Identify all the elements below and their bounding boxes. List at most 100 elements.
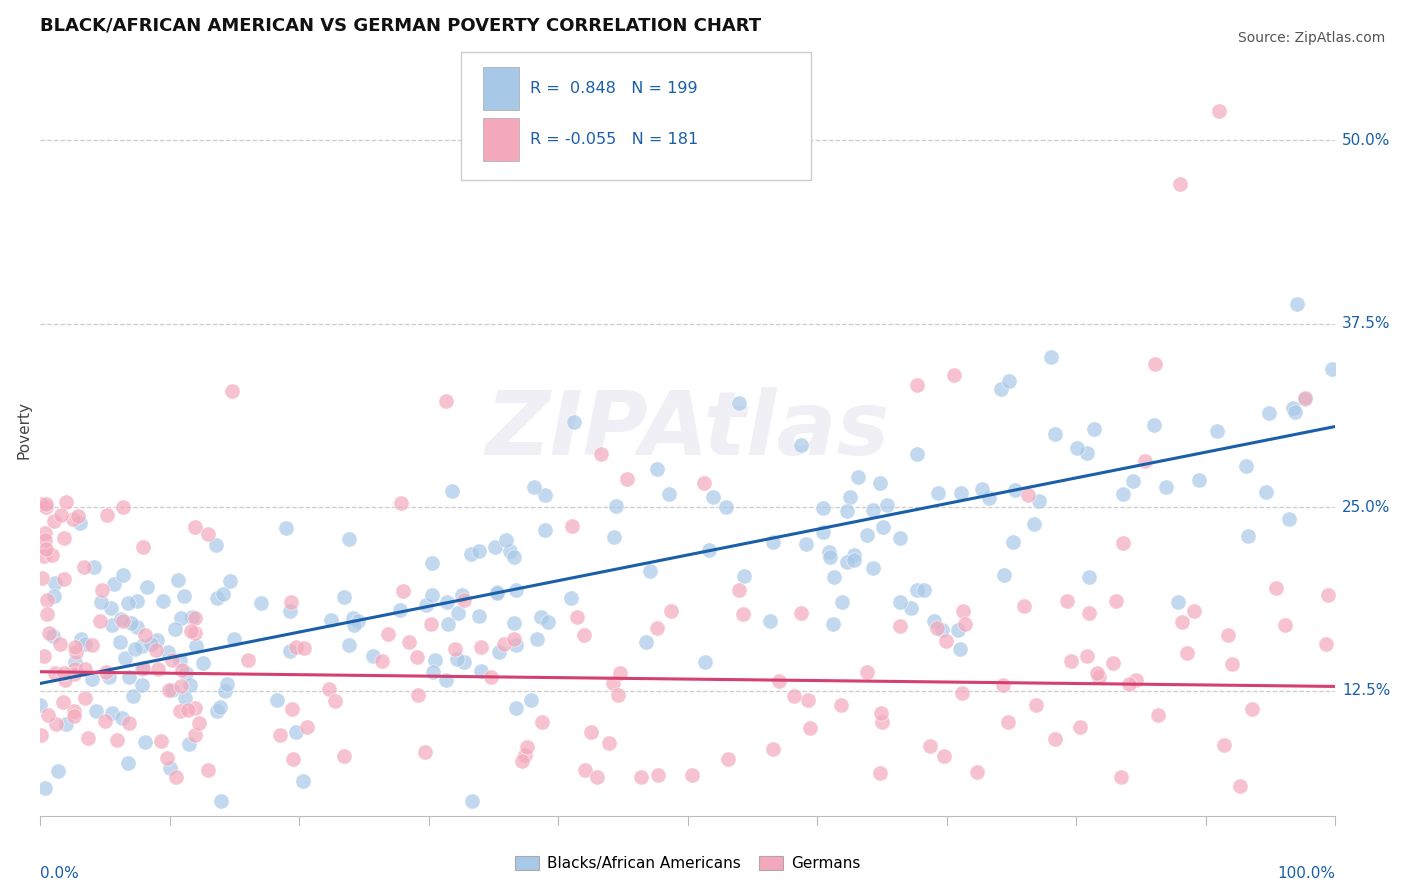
Point	[276, 521, 298, 535]
Point	[55, 495, 77, 509]
Point	[97, 670, 120, 684]
Point	[73, 559, 96, 574]
Point	[602, 676, 624, 690]
Point	[768, 673, 790, 688]
Point	[1076, 446, 1098, 460]
Text: R =  0.848   N = 199: R = 0.848 N = 199	[530, 81, 697, 96]
Point	[530, 609, 553, 624]
Point	[647, 621, 669, 635]
Point	[236, 653, 259, 667]
Point	[337, 532, 360, 546]
Point	[872, 520, 894, 534]
Point	[214, 684, 236, 698]
Point	[132, 541, 155, 555]
Point	[444, 642, 467, 657]
Point	[1083, 422, 1105, 436]
Point	[977, 491, 1000, 505]
Point	[197, 527, 219, 541]
Point	[1220, 657, 1243, 671]
Point	[63, 655, 86, 669]
Point	[42, 589, 65, 603]
Point	[347, 614, 370, 628]
Point	[31, 571, 53, 585]
Point	[280, 594, 302, 608]
Point	[530, 715, 553, 730]
Point	[468, 544, 491, 558]
Point	[1028, 493, 1050, 508]
Point	[91, 582, 114, 597]
Point	[794, 537, 817, 551]
Point	[830, 698, 852, 712]
Point	[63, 704, 86, 718]
Point	[1078, 570, 1101, 584]
Point	[66, 508, 89, 523]
Point	[1085, 666, 1108, 681]
Point	[219, 574, 242, 588]
Point	[966, 765, 988, 780]
Point	[49, 637, 72, 651]
Point	[434, 673, 457, 687]
Point	[269, 728, 291, 742]
Point	[516, 740, 538, 755]
Point	[285, 640, 308, 655]
Point	[869, 766, 891, 780]
Point	[609, 666, 631, 681]
Point	[184, 520, 207, 534]
Point	[931, 624, 953, 638]
Point	[419, 617, 441, 632]
Point	[912, 582, 935, 597]
Point	[630, 770, 652, 784]
Point	[131, 662, 153, 676]
Point	[94, 665, 117, 679]
Point	[869, 476, 891, 491]
Point	[905, 583, 928, 598]
Point	[34, 500, 56, 515]
Point	[616, 472, 638, 486]
Point	[717, 752, 740, 766]
Point	[156, 751, 179, 765]
Point	[537, 615, 560, 630]
Point	[1002, 534, 1025, 549]
Point	[215, 677, 238, 691]
Point	[180, 624, 202, 638]
Point	[1284, 405, 1306, 419]
Point	[1112, 487, 1135, 501]
Text: 12.5%: 12.5%	[1341, 683, 1391, 698]
Point	[453, 655, 475, 669]
Point	[636, 635, 658, 649]
Point	[127, 620, 149, 634]
Point	[84, 704, 107, 718]
Point	[32, 549, 55, 563]
Point	[598, 736, 620, 750]
Point	[41, 548, 63, 562]
Point	[1043, 731, 1066, 746]
Point	[762, 742, 785, 756]
Point	[889, 532, 911, 546]
Point	[103, 576, 125, 591]
Point	[889, 594, 911, 608]
Point	[250, 596, 273, 610]
Point	[993, 568, 1015, 582]
Point	[1022, 516, 1045, 531]
Point	[388, 602, 411, 616]
Point	[34, 533, 56, 547]
Point	[602, 530, 624, 544]
Point	[574, 763, 596, 777]
Point	[485, 584, 508, 599]
Point	[389, 496, 412, 510]
Point	[949, 486, 972, 500]
Point	[942, 368, 965, 382]
Point	[37, 607, 59, 622]
Point	[505, 582, 527, 597]
Point	[124, 641, 146, 656]
Point	[1039, 351, 1062, 365]
Point	[52, 572, 75, 586]
Point	[90, 595, 112, 609]
Point	[184, 728, 207, 742]
Point	[134, 735, 156, 749]
Point	[292, 641, 315, 656]
Point	[436, 594, 458, 608]
Point	[135, 580, 157, 594]
Point	[790, 438, 813, 452]
Point	[492, 637, 515, 651]
